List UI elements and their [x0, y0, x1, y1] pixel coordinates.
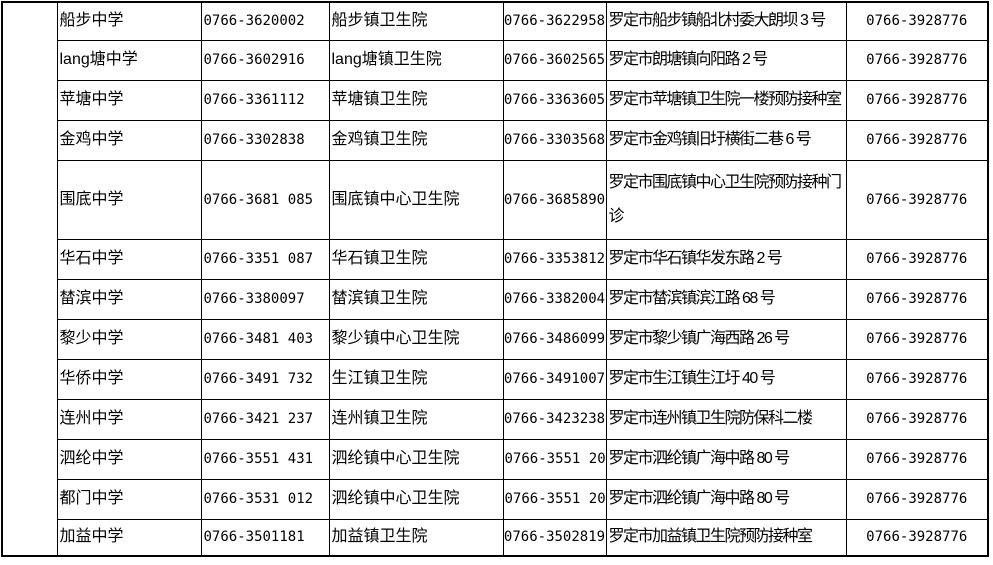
- school-phone-cell: 0766-3421 237: [200, 398, 330, 440]
- clinic-phone-cell: 0766-3353812: [502, 238, 607, 280]
- table-row: lang塘中学 0766-3602916 lang塘镇卫生院 0766-3602…: [2, 39, 989, 81]
- contact-table: 船步中学 0766-3620002 船步镇卫生院 0766-3622958 罗定…: [1, 1, 989, 557]
- table-row: 黎少中学 0766-3481 403 黎少镇中心卫生院 0766-3486099…: [2, 318, 989, 360]
- table-row: 连州中学 0766-3421 237 连州镇卫生院 0766-3423238 罗…: [2, 398, 989, 440]
- clinic-address-cell: 罗定市泗纶镇广海中路 80 号: [605, 478, 847, 520]
- school-phone-cell: 0766-3361112: [200, 79, 330, 121]
- school-phone-cell: 0766-3602916: [200, 39, 330, 81]
- clinic-address-cell: 罗定市泗纶镇广海中路 80 号: [605, 438, 847, 480]
- clinic-phone-cell: 0766-3551 203: [502, 438, 607, 480]
- clinic-phone-cell: 0766-3622958: [502, 1, 607, 41]
- blank-merged-cell: [1, 1, 58, 557]
- clinic-address-cell: 罗定市连州镇卫生院防保科二楼: [605, 398, 847, 440]
- clinic-name-cell: 泗纶镇中心卫生院: [328, 438, 504, 480]
- school-phone-cell: 0766-3681 085: [200, 159, 330, 240]
- clinic-phone-cell: 0766-3363605: [502, 79, 607, 121]
- table-row: 苹塘中学 0766-3361112 苹塘镇卫生院 0766-3363605 罗定…: [2, 79, 989, 121]
- hotline-phone-cell: 0766-3928776: [845, 518, 989, 557]
- school-name-cell: 黎少中学: [56, 318, 202, 360]
- hotline-phone-cell: 0766-3928776: [845, 358, 989, 400]
- school-name-cell: 船步中学: [56, 1, 202, 41]
- clinic-address-cell: 罗定市船步镇船北村委大朗坝 3 号: [605, 1, 847, 41]
- clinic-phone-cell: 0766-3382004: [502, 278, 607, 320]
- clinic-name-cell: 黎少镇中心卫生院: [328, 318, 504, 360]
- clinic-phone-cell: 0766-3602565: [502, 39, 607, 81]
- clinic-phone-cell: 0766-3551 203: [502, 478, 607, 520]
- clinic-address-cell: 罗定市榃滨镇滨江路 68 号: [605, 278, 847, 320]
- clinic-name-cell: 苹塘镇卫生院: [328, 79, 504, 121]
- clinic-address-cell: 罗定市华石镇华发东路 2 号: [605, 238, 847, 280]
- table-row: 榃滨中学 0766-3380097 榃滨镇卫生院 0766-3382004 罗定…: [2, 278, 989, 320]
- school-name-cell: 华侨中学: [56, 358, 202, 400]
- table-row: 都门中学 0766-3531 012 泗纶镇中心卫生院 0766-3551 20…: [2, 478, 989, 520]
- clinic-address-cell: 罗定市加益镇卫生院预防接种室: [605, 518, 847, 557]
- school-phone-cell: 0766-3491 732: [200, 358, 330, 400]
- table-row: 华侨中学 0766-3491 732 生江镇卫生院 0766-3491007 罗…: [2, 358, 989, 400]
- school-phone-cell: 0766-3501181: [200, 518, 330, 557]
- contact-table-body: 船步中学 0766-3620002 船步镇卫生院 0766-3622958 罗定…: [1, 1, 989, 557]
- document-sheet: 船步中学 0766-3620002 船步镇卫生院 0766-3622958 罗定…: [1, 1, 989, 557]
- clinic-phone-cell: 0766-3486099: [502, 318, 607, 360]
- clinic-phone-cell: 0766-3423238: [502, 398, 607, 440]
- clinic-name-cell: lang塘镇卫生院: [328, 39, 504, 81]
- clinic-phone-cell: 0766-3685890: [502, 159, 607, 240]
- clinic-name-cell: 船步镇卫生院: [328, 1, 504, 41]
- hotline-phone-cell: 0766-3928776: [845, 318, 989, 360]
- clinic-phone-cell: 0766-3491007: [502, 358, 607, 400]
- hotline-phone-cell: 0766-3928776: [845, 478, 989, 520]
- clinic-address-cell: 罗定市黎少镇广海西路 26 号: [605, 318, 847, 360]
- school-phone-cell: 0766-3481 403: [200, 318, 330, 360]
- school-phone-cell: 0766-3380097: [200, 278, 330, 320]
- school-name-cell: 围底中学: [56, 159, 202, 240]
- hotline-phone-cell: 0766-3928776: [845, 1, 989, 41]
- table-row: 华石中学 0766-3351 087 华石镇卫生院 0766-3353812 罗…: [2, 238, 989, 280]
- clinic-phone-cell: 0766-3502819: [502, 518, 607, 557]
- school-name-cell: 华石中学: [56, 238, 202, 280]
- hotline-phone-cell: 0766-3928776: [845, 159, 989, 240]
- clinic-name-cell: 华石镇卫生院: [328, 238, 504, 280]
- clinic-name-cell: 金鸡镇卫生院: [328, 119, 504, 161]
- table-row: 围底中学 0766-3681 085 围底镇中心卫生院 0766-3685890…: [2, 159, 989, 240]
- clinic-address-cell: 罗定市金鸡镇旧圩横街二巷 6 号: [605, 119, 847, 161]
- hotline-phone-cell: 0766-3928776: [845, 398, 989, 440]
- clinic-name-cell: 围底镇中心卫生院: [328, 159, 504, 240]
- hotline-phone-cell: 0766-3928776: [845, 278, 989, 320]
- hotline-phone-cell: 0766-3928776: [845, 438, 989, 480]
- clinic-address-cell: 罗定市围底镇中心卫生院预防接种门诊: [605, 159, 847, 240]
- clinic-name-cell: 连州镇卫生院: [328, 398, 504, 440]
- school-phone-cell: 0766-3551 431: [200, 438, 330, 480]
- clinic-address-cell: 罗定市生江镇生江圩 40 号: [605, 358, 847, 400]
- table-row: 泗纶中学 0766-3551 431 泗纶镇中心卫生院 0766-3551 20…: [2, 438, 989, 480]
- clinic-address-cell: 罗定市朗塘镇向阳路 2 号: [605, 39, 847, 81]
- table-row: 金鸡中学 0766-3302838 金鸡镇卫生院 0766-3303568 罗定…: [2, 119, 989, 161]
- school-name-cell: lang塘中学: [56, 39, 202, 81]
- school-name-cell: 都门中学: [56, 478, 202, 520]
- school-phone-cell: 0766-3531 012: [200, 478, 330, 520]
- clinic-name-cell: 泗纶镇中心卫生院: [328, 478, 504, 520]
- school-name-cell: 苹塘中学: [56, 79, 202, 121]
- clinic-name-cell: 加益镇卫生院: [328, 518, 504, 557]
- hotline-phone-cell: 0766-3928776: [845, 238, 989, 280]
- school-name-cell: 榃滨中学: [56, 278, 202, 320]
- clinic-name-cell: 生江镇卫生院: [328, 358, 504, 400]
- hotline-phone-cell: 0766-3928776: [845, 119, 989, 161]
- table-row: 加益中学 0766-3501181 加益镇卫生院 0766-3502819 罗定…: [2, 518, 989, 557]
- school-name-cell: 金鸡中学: [56, 119, 202, 161]
- clinic-name-cell: 榃滨镇卫生院: [328, 278, 504, 320]
- school-name-cell: 连州中学: [56, 398, 202, 440]
- school-phone-cell: 0766-3620002: [200, 1, 330, 41]
- clinic-phone-cell: 0766-3303568: [502, 119, 607, 161]
- school-name-cell: 加益中学: [56, 518, 202, 557]
- school-name-cell: 泗纶中学: [56, 438, 202, 480]
- hotline-phone-cell: 0766-3928776: [845, 39, 989, 81]
- table-row: 船步中学 0766-3620002 船步镇卫生院 0766-3622958 罗定…: [1, 1, 989, 557]
- school-phone-cell: 0766-3302838: [200, 119, 330, 161]
- hotline-phone-cell: 0766-3928776: [845, 79, 989, 121]
- clinic-address-cell: 罗定市苹塘镇卫生院一楼预防接种室: [605, 79, 847, 121]
- school-phone-cell: 0766-3351 087: [200, 238, 330, 280]
